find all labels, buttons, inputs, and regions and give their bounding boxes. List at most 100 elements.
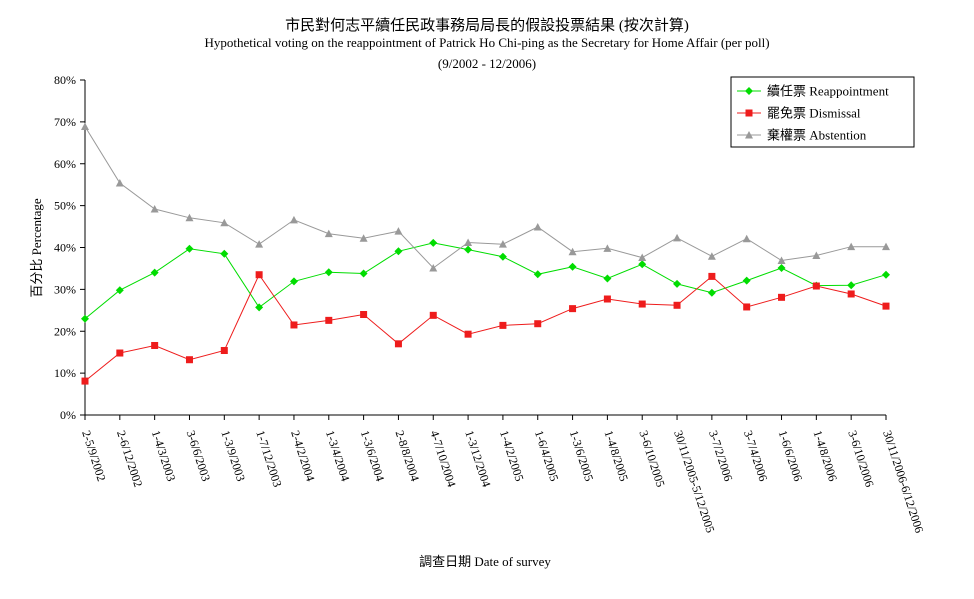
x-tick-label: 1-3/12/2004: [462, 429, 493, 489]
data-point: [673, 233, 682, 242]
x-tick-label: 2-4/2/2004: [288, 429, 318, 483]
x-tick-label: 3-7/4/2006: [741, 429, 771, 483]
data-point: [289, 215, 298, 224]
data-point: [429, 264, 438, 272]
x-tick-label: 1-6/6/2006: [776, 429, 806, 483]
x-tick-label: 1-3/6/2004: [358, 429, 388, 483]
data-point: [255, 240, 264, 248]
y-tick-label: 0%: [60, 408, 76, 422]
series-2: [81, 122, 890, 272]
chart-period: (9/2002 - 12/2006): [437, 56, 537, 71]
series-line: [84, 126, 886, 269]
data-point: [707, 252, 716, 260]
data-point: [568, 247, 577, 256]
data-point: [324, 268, 333, 277]
data-point: [812, 282, 820, 290]
data-point: [289, 277, 298, 286]
axes: [80, 79, 887, 420]
y-tick-labels: 0% 10% 20% 30% 40% 50% 60% 70% 80%: [54, 73, 76, 422]
x-tick-label: 4-7/10/2004: [427, 429, 458, 489]
legend-box: [730, 76, 915, 148]
data-point: [464, 330, 472, 338]
x-tick-label: 2-8/8/2004: [393, 429, 423, 483]
data-point: [882, 302, 890, 310]
data-point: [325, 316, 333, 324]
data-point: [777, 256, 786, 264]
data-point: [185, 244, 194, 253]
legend-label: 續任票 Reappointment: [767, 84, 889, 99]
data-point: [673, 301, 681, 309]
data-point: [150, 268, 159, 277]
data-point: [151, 341, 159, 349]
data-point: [394, 227, 403, 235]
data-point: [847, 242, 856, 251]
data-point: [533, 270, 542, 279]
data-point: [81, 122, 89, 130]
x-tick-label: 30/11/2006-6/12/2006: [880, 429, 926, 535]
series-1: [81, 271, 890, 385]
legend: 續任票 Reappointment 罷免票 Dismissal 棄權票 Absten…: [730, 76, 915, 148]
y-tick-label: 20%: [54, 324, 76, 338]
chart-title: 市民對何志平續任民政事務局局長的假設投票結果 (按次計算): [285, 18, 689, 34]
y-tick-label: 70%: [54, 115, 76, 129]
data-point: [220, 218, 229, 227]
legend-label: 棄權票 Abstention: [767, 128, 867, 143]
data-point: [638, 253, 647, 262]
y-tick-label: 80%: [54, 73, 76, 87]
data-point: [116, 349, 124, 357]
y-axis-label: 百分比 Percentage: [29, 198, 44, 298]
x-tick-labels: 2-5/9/2002 2-6/12/2002 1-4/3/2003 3-6/6/200…: [79, 429, 926, 535]
data-point: [324, 229, 333, 238]
data-point: [568, 262, 577, 271]
legend-swatch-marker: [745, 131, 753, 139]
data-point: [498, 240, 507, 248]
data-point: [778, 293, 786, 301]
x-tick-label: 3-6/10/2006: [845, 429, 876, 489]
legend-swatch-marker: [745, 87, 753, 95]
data-point: [150, 204, 159, 213]
data-point: [290, 321, 298, 329]
series-0: [81, 238, 890, 323]
y-tick-label: 50%: [54, 199, 76, 213]
x-tick-label: 1-3/9/2003: [218, 429, 248, 483]
legend-label: 罷免票 Dismissal: [767, 106, 861, 121]
data-point: [742, 276, 751, 285]
x-tick-label: 1-6/4/2005: [532, 429, 562, 483]
data-point: [115, 179, 124, 187]
x-tick-label: 3-7/2/2006: [706, 429, 736, 483]
x-tick-label: 1-7/12/2003: [253, 429, 284, 489]
data-point: [707, 288, 716, 297]
data-point: [847, 290, 855, 298]
data-point: [638, 300, 646, 308]
series-line: [84, 242, 887, 320]
data-point: [115, 286, 124, 295]
x-tick-label: 1-3/4/2004: [323, 429, 353, 483]
y-tick-label: 40%: [54, 241, 76, 255]
data-point: [777, 264, 786, 273]
data-point: [569, 305, 577, 313]
legend-swatch-marker: [745, 109, 753, 117]
series-layer: [81, 122, 890, 385]
data-point: [603, 244, 612, 252]
data-point: [81, 377, 89, 385]
data-point: [603, 274, 612, 283]
data-point: [429, 238, 438, 247]
data-point: [743, 303, 751, 311]
series-line: [84, 273, 887, 382]
data-point: [499, 321, 507, 329]
x-tick-label: 3-6/6/2003: [184, 429, 214, 483]
data-point: [185, 213, 194, 222]
x-tick-label: 3-6/10/2005: [636, 429, 667, 489]
data-point: [882, 270, 890, 279]
data-point: [708, 272, 716, 280]
data-point: [603, 295, 611, 303]
data-point: [394, 247, 403, 256]
y-tick-label: 30%: [54, 282, 76, 296]
data-point: [742, 234, 751, 243]
data-point: [534, 320, 542, 328]
y-tick-label: 10%: [54, 366, 76, 380]
x-tick-label: 1-4/3/2003: [149, 429, 179, 483]
chart-subtitle: Hypothetical voting on the reappointment…: [204, 35, 770, 50]
y-tick-label: 60%: [54, 157, 76, 171]
